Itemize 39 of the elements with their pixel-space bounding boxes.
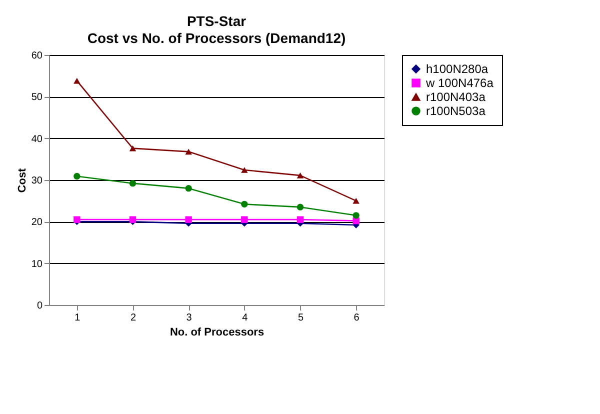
x-tick-label: 5 xyxy=(298,312,304,324)
y-tick-label: 50 xyxy=(31,92,43,104)
legend-label: h100N280a xyxy=(426,62,488,76)
point xyxy=(241,200,248,208)
point xyxy=(129,180,136,187)
y-tick-label: 30 xyxy=(31,176,43,186)
point xyxy=(74,172,80,180)
legend-label: r100N503a xyxy=(426,104,486,118)
point xyxy=(185,216,192,223)
point xyxy=(129,216,136,223)
point xyxy=(352,212,360,219)
y-axis-title: Cost xyxy=(16,168,28,193)
point xyxy=(296,204,304,210)
chart-title: PTS-Star xyxy=(186,13,247,29)
x-tick-label: 3 xyxy=(186,312,192,324)
y-tick-label: 10 xyxy=(31,258,43,270)
x-tick-label: 6 xyxy=(354,312,360,324)
y-tick-label: 20 xyxy=(31,217,43,228)
legend-label: r100N403a xyxy=(426,90,486,104)
y-tick-label: 60 xyxy=(31,50,43,62)
point xyxy=(74,78,80,84)
point xyxy=(241,167,248,173)
x-tick-label: 4 xyxy=(242,312,248,324)
chart-subtitle: Cost vs No. of Processors (Demand12) xyxy=(87,30,346,46)
point xyxy=(185,148,192,155)
point xyxy=(74,216,80,223)
point xyxy=(129,145,136,152)
x-axis-title: No. of Processors xyxy=(170,326,264,338)
y-tick-label: 40 xyxy=(31,134,43,145)
x-tick-label: 1 xyxy=(74,312,81,324)
point xyxy=(185,184,192,192)
point xyxy=(352,198,360,204)
x-tick-label: 2 xyxy=(130,312,136,324)
legend-label: w 100N476a xyxy=(425,76,494,90)
point xyxy=(296,216,304,223)
y-tick-label: 0 xyxy=(36,300,43,312)
point xyxy=(296,172,304,178)
point xyxy=(352,217,360,224)
point xyxy=(241,216,248,223)
